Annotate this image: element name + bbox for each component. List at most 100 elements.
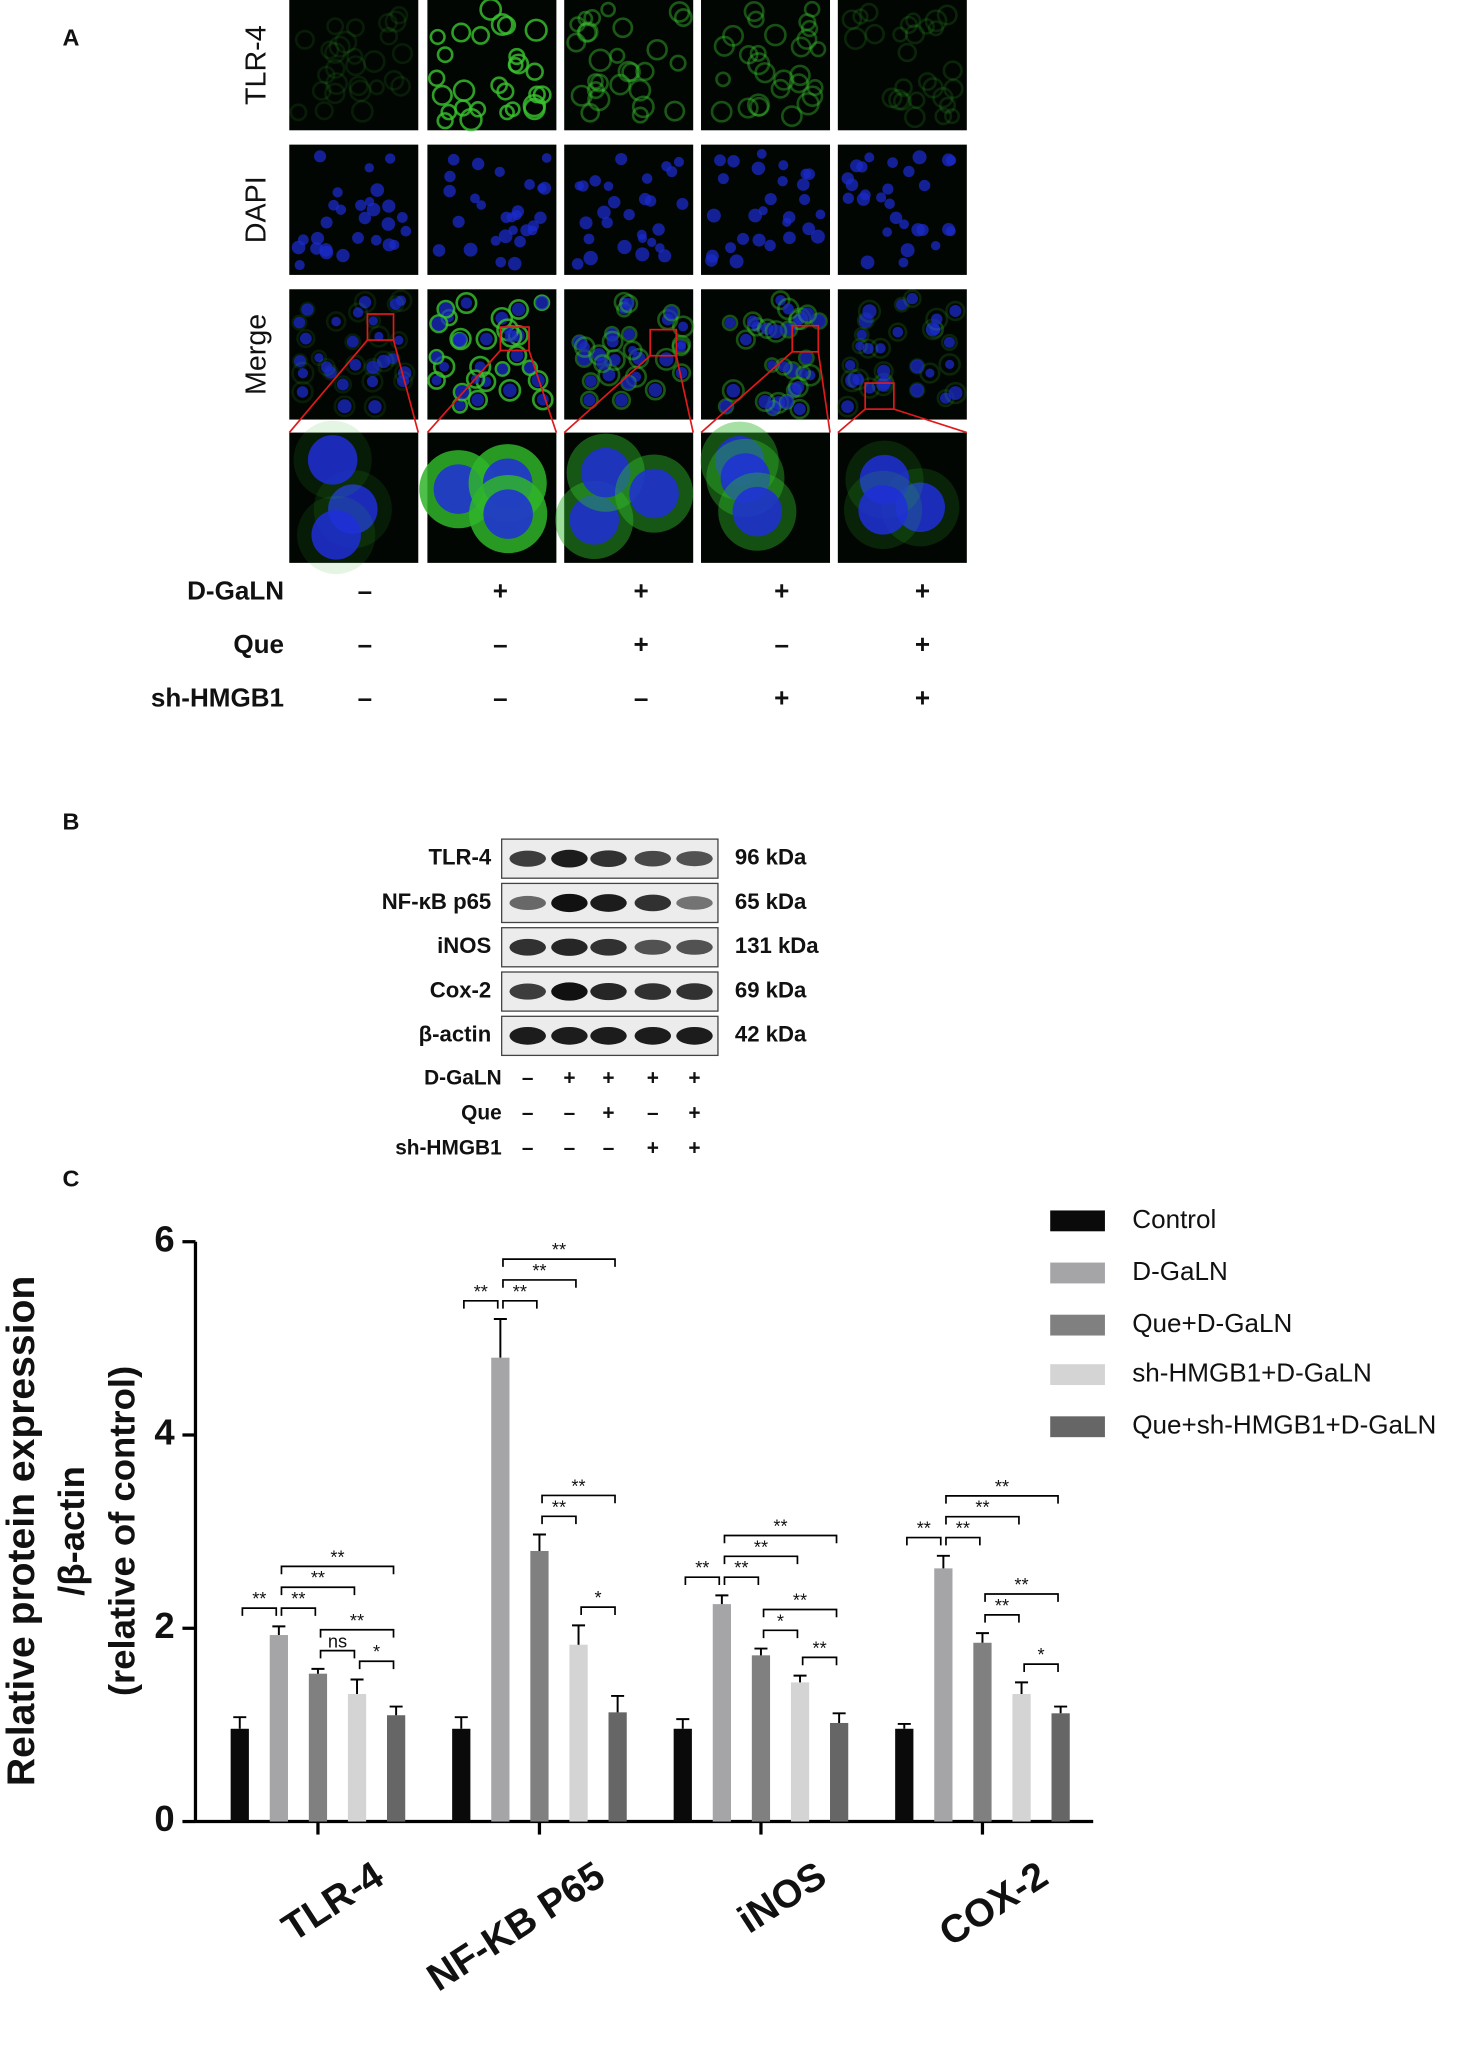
micrograph: [564, 144, 694, 275]
condition-sign: +: [602, 1102, 614, 1125]
cell: [428, 348, 445, 365]
micrograph: [419, 432, 557, 563]
cell: [717, 398, 735, 415]
cell: [431, 84, 453, 106]
micrograph-bg: [564, 0, 694, 131]
error-bar: [233, 1716, 247, 1729]
legend-swatch: [1050, 1364, 1105, 1386]
nucleus: [432, 244, 446, 257]
cell: [452, 79, 476, 102]
cell: [888, 322, 908, 342]
y-tick-label: 0: [154, 1798, 174, 1839]
cell: [798, 13, 817, 32]
micrograph: [289, 0, 419, 131]
nucleus: [447, 153, 460, 166]
blot-band: [509, 895, 546, 910]
cell: [721, 379, 745, 403]
blot-band: [634, 939, 672, 955]
cell: [841, 356, 859, 374]
nucleus: [802, 222, 816, 236]
cell: [754, 62, 776, 84]
cell: [494, 361, 511, 377]
cell: [797, 349, 815, 367]
nucleus: [856, 329, 867, 340]
nucleus: [608, 195, 621, 209]
nucleus: [925, 322, 940, 337]
condition-sign: +: [602, 1066, 614, 1089]
cell: [362, 50, 386, 73]
cell: [325, 311, 347, 332]
cell: [721, 314, 739, 332]
cell: [892, 91, 912, 111]
cell: [944, 381, 967, 405]
cell: [490, 76, 508, 95]
zoom-line: [700, 351, 793, 434]
nucleus: [856, 192, 871, 206]
blot-band: [551, 849, 588, 868]
condition-sign: +: [647, 1066, 659, 1089]
cell: [780, 105, 803, 128]
nucleus: [892, 326, 904, 338]
cell: [589, 73, 609, 93]
cell: [662, 303, 681, 322]
cell: [892, 26, 909, 43]
condition-sign: –: [493, 629, 508, 659]
condition-sign: –: [647, 1102, 659, 1125]
nucleus: [430, 351, 443, 363]
nucleus: [374, 331, 384, 342]
cell: [713, 35, 735, 57]
nucleus: [676, 197, 689, 210]
significance-label: *: [777, 1610, 784, 1631]
nucleus: [495, 311, 509, 325]
cell: [945, 300, 966, 322]
condition-sign: –: [358, 683, 373, 713]
nucleus: [911, 223, 925, 237]
cell: [938, 96, 957, 114]
cell: [852, 8, 869, 25]
cell: [747, 10, 765, 29]
nucleus: [882, 227, 892, 237]
significance-label: **: [311, 1567, 325, 1588]
cell: [328, 35, 351, 58]
blot-band: [551, 982, 588, 1001]
micrograph-bg: [289, 144, 419, 275]
nucleus: [726, 383, 741, 398]
cell: [770, 290, 791, 311]
nucleus: [358, 211, 372, 225]
nucleus: [495, 256, 507, 268]
nucleus: [910, 359, 925, 374]
protein-label: Cox-2: [430, 977, 492, 1002]
cell: [449, 327, 472, 351]
zoom-line: [837, 408, 866, 434]
cell: [378, 13, 398, 33]
nucleus: [910, 383, 924, 398]
bar: [830, 1722, 849, 1822]
nucleus: [862, 343, 874, 355]
significance-bracket: [984, 1614, 1020, 1623]
significance-label: **: [995, 1595, 1009, 1616]
cell: [317, 357, 336, 377]
significance-label: **: [571, 1475, 585, 1496]
nucleus: [335, 204, 347, 215]
cell: [367, 325, 391, 348]
nucleus: [358, 296, 372, 309]
nucleus: [748, 208, 763, 223]
cell: [943, 78, 964, 100]
cell: [459, 107, 483, 132]
cell: [797, 304, 818, 324]
nucleus: [906, 292, 918, 305]
bar: [895, 1728, 914, 1822]
nucleus: [541, 153, 552, 163]
cell: [566, 32, 587, 53]
nucleus: [725, 242, 736, 254]
nucleus: [798, 368, 809, 379]
significance-label: **: [350, 1610, 364, 1631]
nucleus: [336, 248, 350, 263]
nucleus: [296, 386, 309, 398]
nucleus: [664, 306, 679, 320]
condition-sign: –: [522, 1102, 534, 1125]
micrograph: [289, 420, 419, 575]
significance-bracket: [723, 1576, 760, 1585]
cell: [346, 18, 365, 38]
cell: [587, 73, 604, 90]
